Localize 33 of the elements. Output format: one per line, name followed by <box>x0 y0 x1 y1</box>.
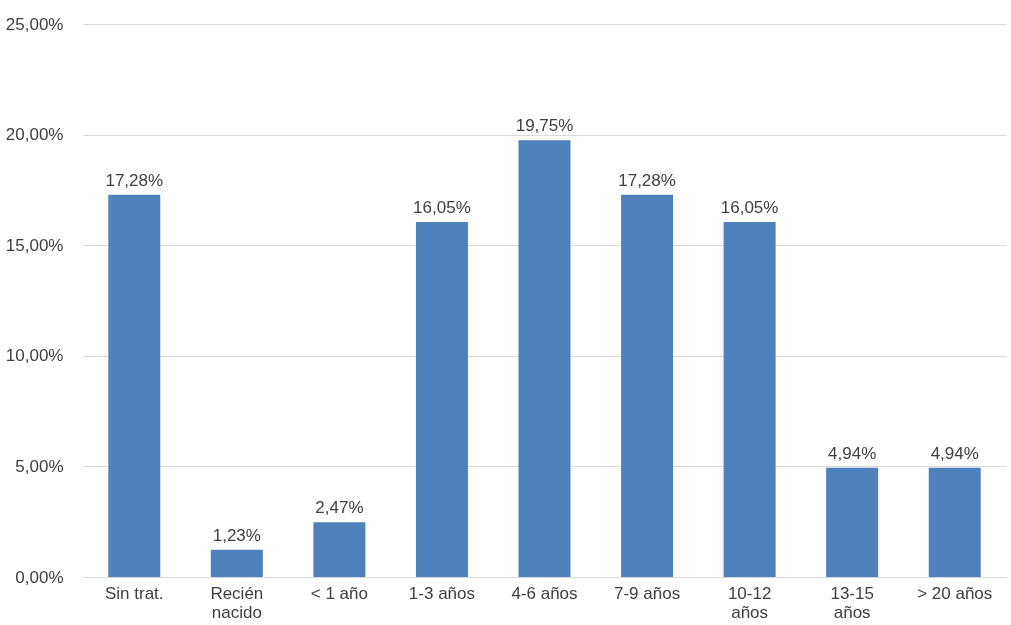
bar <box>518 140 571 577</box>
bar <box>313 522 366 577</box>
y-tick-label: 25,00% <box>5 14 64 34</box>
x-tick-label: 1-3 años <box>408 583 476 603</box>
data-label: 1,23% <box>212 525 261 545</box>
data-label: 4,94% <box>930 443 979 463</box>
x-tick-label: 7-9 años <box>613 583 681 603</box>
data-label: 17,28% <box>105 170 164 190</box>
bar <box>415 221 468 577</box>
y-tick-label: 5,00% <box>15 456 64 476</box>
y-tick-label: 10,00% <box>5 346 64 366</box>
data-label: 19,75% <box>515 116 574 136</box>
x-tick-label: 10-12 años <box>727 583 772 622</box>
y-tick-label: 15,00% <box>5 235 64 255</box>
x-tick-label: 4-6 años <box>511 583 578 603</box>
y-tick-label: 20,00% <box>5 125 64 145</box>
bar <box>108 194 161 577</box>
bar <box>826 467 879 577</box>
data-label: 4,94% <box>828 443 877 463</box>
bar <box>210 549 263 577</box>
data-label: 16,05% <box>413 197 471 217</box>
x-tick-label: < 1 año <box>310 583 368 603</box>
data-label: 16,05% <box>720 197 779 217</box>
x-tick-label: Recién nacido <box>210 583 264 622</box>
bar <box>621 194 674 577</box>
x-tick-label: Sin trat. <box>104 583 164 603</box>
data-label: 17,28% <box>618 170 676 190</box>
bar <box>928 467 981 577</box>
x-tick-label: 13-15 años <box>830 583 874 622</box>
y-tick-label: 0,00% <box>15 567 64 587</box>
data-label: 2,47% <box>315 498 364 518</box>
bar <box>723 221 776 577</box>
x-tick-label: > 20 años <box>917 583 993 603</box>
